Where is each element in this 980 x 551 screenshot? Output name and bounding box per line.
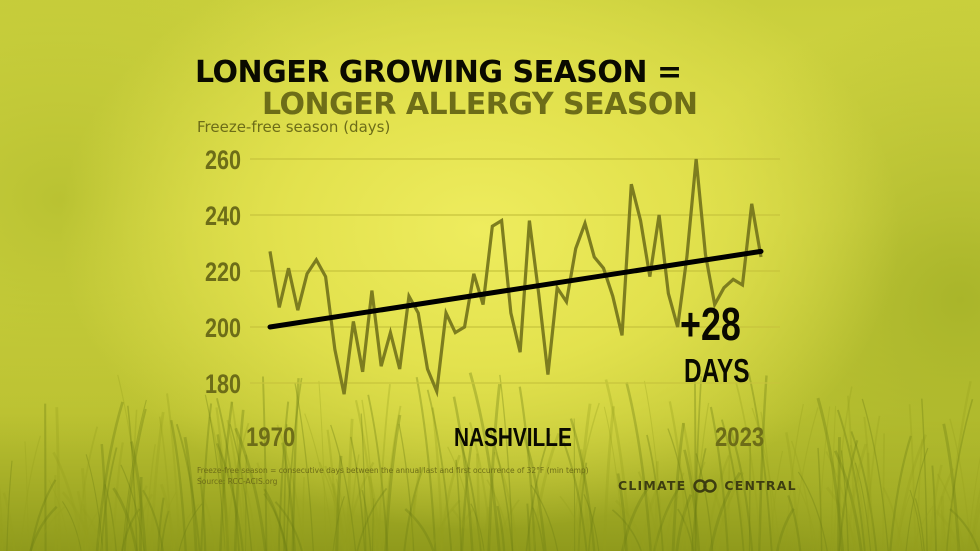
- title-line-2: LONGER ALLERGY SEASON: [262, 87, 698, 122]
- x-tick-1970: 1970: [246, 423, 295, 453]
- location-label: NASHVILLE: [454, 423, 572, 452]
- y-tick-180: 180: [205, 370, 241, 400]
- series-line: [268, 158, 763, 398]
- y-tick-240: 240: [205, 202, 241, 232]
- footnote: Freeze-free season = consecutive days be…: [197, 466, 589, 475]
- x-tick-2023: 2023: [715, 423, 764, 453]
- brand-logo: CLIMATE CENTRAL: [618, 478, 797, 493]
- trend-line: [267, 248, 764, 330]
- annotation-unit: DAYS: [684, 354, 750, 390]
- source-note: Source: RCC-ACIS.org: [197, 477, 278, 486]
- y-tick-260: 260: [205, 146, 241, 176]
- brand-left: CLIMATE: [618, 478, 687, 493]
- y-axis-label: Freeze-free season (days): [197, 118, 391, 136]
- annotation-value: +28: [680, 299, 741, 350]
- y-tick-220: 220: [205, 258, 241, 288]
- title-line-1: LONGER GROWING SEASON =: [195, 55, 682, 90]
- linked-circles-logo-icon: [693, 478, 718, 493]
- brand-right: CENTRAL: [724, 478, 797, 493]
- y-tick-200: 200: [205, 314, 241, 344]
